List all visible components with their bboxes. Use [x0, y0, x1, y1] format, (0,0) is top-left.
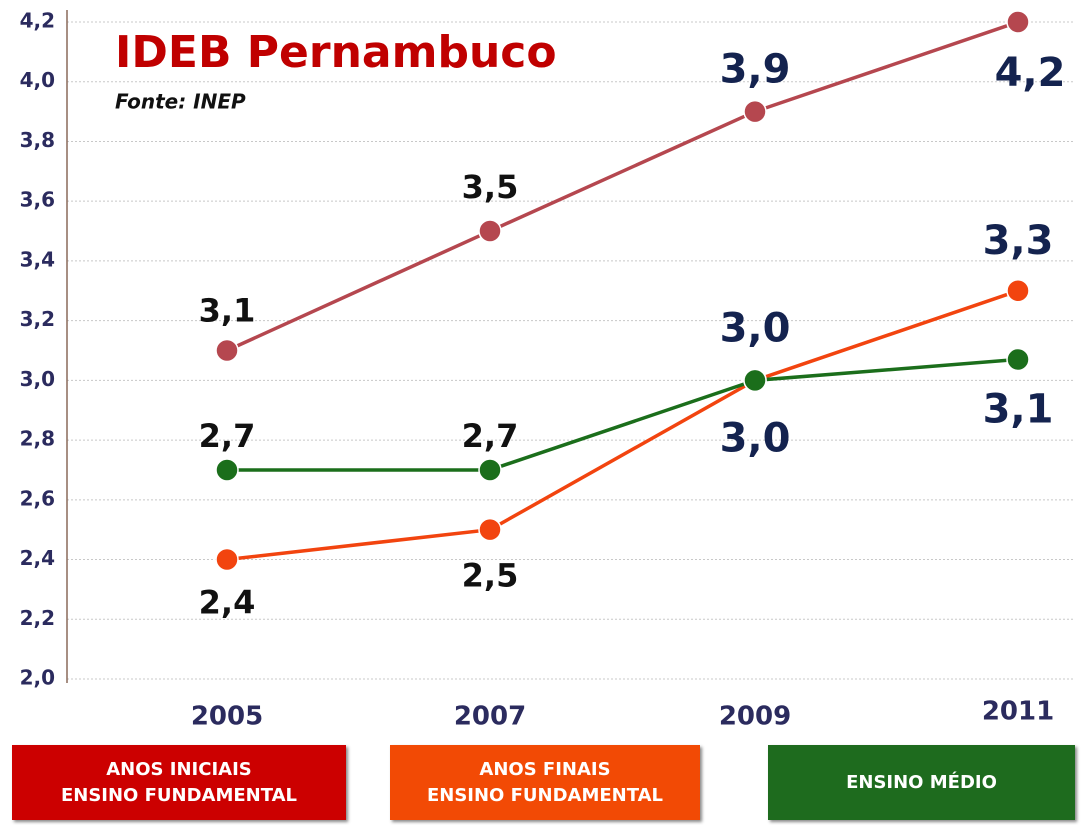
y-tick-label: 4,0 [20, 68, 55, 92]
data-label: 2,4 [199, 584, 256, 622]
legend-item: ANOS INICIAIS ENSINO FUNDAMENTAL [12, 745, 346, 820]
data-label: 3,1 [983, 386, 1054, 432]
legend-item: ANOS FINAIS ENSINO FUNDAMENTAL [390, 745, 700, 820]
data-label: 3,9 [720, 47, 791, 93]
data-label: 2,7 [199, 417, 256, 455]
chart: IDEB Pernambuco Fonte: INEP 2,0 2,2 2,4 2,6… [20, 9, 1075, 732]
data-point [478, 517, 502, 542]
y-tick-label: 3,8 [20, 128, 55, 152]
data-point [1006, 279, 1030, 303]
y-tick-label: 2,2 [20, 606, 55, 630]
data-label: 2,7 [462, 417, 519, 455]
data-label: 3,3 [983, 218, 1054, 264]
y-tick-label: 2,4 [20, 546, 55, 570]
y-tick-label: 4,2 [20, 9, 55, 33]
x-tick-label: 2005 [191, 702, 263, 732]
data-point [1006, 347, 1030, 372]
data-point [215, 547, 239, 572]
y-tick-label: 2,8 [20, 427, 55, 451]
series-line [226, 20, 1019, 353]
x-tick-label: 2007 [454, 702, 526, 732]
data-point [478, 458, 502, 482]
data-point [1006, 10, 1030, 34]
series-line [227, 357, 1019, 472]
legend-item: ENSINO MÉDIO [768, 745, 1075, 820]
data-label: 3,5 [462, 168, 519, 206]
data-point [478, 219, 502, 243]
chart-title: IDEB Pernambuco [115, 27, 557, 78]
y-tick-label: 3,2 [20, 307, 55, 331]
data-point [743, 368, 767, 393]
chart-subtitle: Fonte: INEP [115, 90, 246, 114]
y-tick-label: 3,4 [20, 247, 55, 271]
y-tick-label: 3,6 [20, 188, 55, 212]
data-point [743, 99, 767, 124]
data-label: 2,5 [462, 557, 519, 595]
data-point [215, 338, 239, 363]
series-line [226, 289, 1019, 562]
y-tick-label: 2,6 [20, 486, 55, 510]
x-tick-label: 2009 [719, 702, 791, 732]
data-label: 3,1 [199, 292, 256, 330]
data-label: 4,2 [995, 50, 1066, 96]
data-label: 3,0 [720, 415, 791, 461]
x-tick-label: 2011 [982, 697, 1054, 727]
y-tick-label: 3,0 [20, 367, 55, 391]
data-label: 3,0 [720, 305, 791, 351]
data-point [215, 458, 239, 482]
y-tick-label: 2,0 [20, 666, 55, 690]
